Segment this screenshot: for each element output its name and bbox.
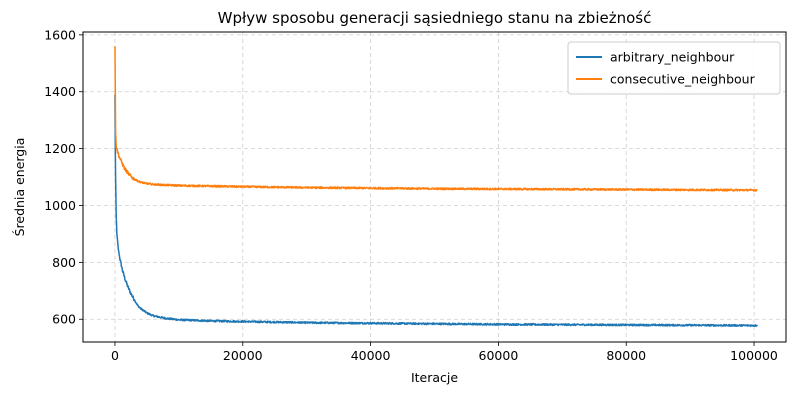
y-tick-label: 1400	[44, 84, 76, 99]
chart-title: Wpływ sposobu generacji sąsiedniego stan…	[218, 9, 652, 27]
x-tick-label: 100000	[730, 348, 778, 363]
x-tick-label: 60000	[479, 348, 519, 363]
legend-label: consecutive_neighbour	[610, 72, 756, 87]
legend: arbitrary_neighbour consecutive_neighbour	[567, 41, 781, 95]
x-axis: 0 20000 40000 60000 80000 100000	[111, 342, 778, 363]
legend-label: arbitrary_neighbour	[610, 50, 735, 65]
y-tick-label: 1000	[44, 198, 76, 213]
series-line-arbitrary_neighbour	[114, 94, 758, 328]
y-axis-title: Średnia energia	[12, 138, 27, 237]
x-tick-label: 80000	[606, 348, 646, 363]
x-tick-label: 40000	[351, 348, 391, 363]
x-axis-title: Iteracje	[411, 370, 458, 385]
y-tick-label: 1600	[44, 27, 76, 42]
y-axis: 600 800 1000 1200 1400 1600	[44, 27, 83, 327]
x-tick-label: 0	[111, 348, 119, 363]
y-tick-label: 1200	[44, 141, 76, 156]
series-line-consecutive_neighbour	[114, 46, 758, 192]
plot-frame	[82, 31, 787, 343]
x-tick-label: 20000	[223, 348, 263, 363]
legend-box	[567, 41, 781, 95]
y-tick-label: 800	[52, 255, 76, 270]
series-layer	[114, 46, 758, 328]
y-tick-label: 600	[52, 312, 76, 327]
